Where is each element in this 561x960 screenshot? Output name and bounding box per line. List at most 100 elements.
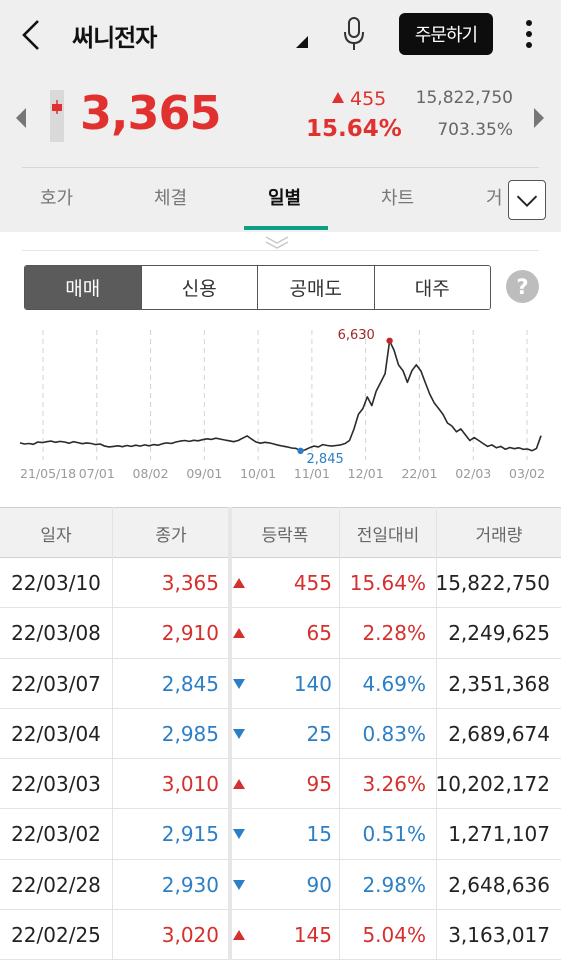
x-tick-label: 21/05/18 xyxy=(20,466,76,481)
collapse-handle-icon[interactable] xyxy=(264,234,290,250)
current-price: 3,365 xyxy=(80,86,222,140)
cell-volume: 2,249,625 xyxy=(448,621,550,646)
tab-trades[interactable]: 체결 xyxy=(154,188,188,209)
help-icon[interactable]: ? xyxy=(506,270,539,303)
cell-change: 145 xyxy=(293,923,332,948)
microphone-icon[interactable] xyxy=(341,16,367,52)
down-triangle-icon xyxy=(232,659,246,709)
cell-date: 22/02/25 xyxy=(11,923,101,948)
x-tick-label: 02/03 xyxy=(455,466,491,481)
up-triangle-icon xyxy=(232,910,246,960)
cell-close: 2,845 xyxy=(161,671,219,696)
column-divider xyxy=(228,507,232,960)
prev-stock-icon[interactable] xyxy=(16,108,26,128)
up-triangle-icon xyxy=(232,558,246,608)
stock-dropdown-icon[interactable] xyxy=(296,36,308,48)
chart-x-axis: 21/05/18 07/01 08/02 09/01 10/01 11/01 12/01 22… xyxy=(20,466,545,481)
cell-date: 22/03/04 xyxy=(11,721,101,746)
cell-change: 455 xyxy=(293,571,332,595)
table-body: 22/03/10 3,365 455 15.64% 15,822,750 22/03/08… xyxy=(0,558,561,960)
cell-date: 22/03/07 xyxy=(11,671,101,696)
cell-date: 22/02/28 xyxy=(11,872,101,897)
x-tick-label: 09/01 xyxy=(186,466,222,481)
tab-orderbook[interactable]: 호가 xyxy=(40,188,74,209)
cell-volume: 2,351,368 xyxy=(448,671,550,696)
cell-change: 15 xyxy=(306,822,332,847)
cell-close: 2,910 xyxy=(161,621,219,646)
header-date[interactable]: 일자 xyxy=(40,525,72,546)
cell-change: 25 xyxy=(306,721,332,746)
cell-close: 2,915 xyxy=(161,822,219,847)
cell-volume: 2,648,636 xyxy=(448,872,550,897)
tab-daily[interactable]: 일별 xyxy=(268,188,302,209)
cell-volume: 1,271,107 xyxy=(448,822,550,847)
table-row[interactable]: 22/03/08 2,910 65 2.28% 2,249,625 xyxy=(0,608,561,659)
order-button[interactable]: 주문하기 xyxy=(399,13,493,55)
header-volume[interactable]: 거래량 xyxy=(475,525,523,546)
max-price-label: 6,630 xyxy=(338,328,375,343)
active-tab-indicator xyxy=(244,226,328,230)
max-price-marker xyxy=(386,337,393,344)
table-row[interactable]: 22/03/07 2,845 140 4.69% 2,351,368 xyxy=(0,659,561,709)
tab-more[interactable]: 거 xyxy=(486,188,503,209)
down-triangle-icon xyxy=(232,860,246,910)
cell-date: 22/03/10 xyxy=(11,571,101,595)
tab-chart[interactable]: 차트 xyxy=(381,188,415,209)
daily-price-table: 일자 종가 등락폭 전일대비 거래량 22/03/10 3,365 455 15.64… xyxy=(0,507,561,960)
min-price-marker xyxy=(297,447,304,455)
x-tick-label: 12/01 xyxy=(348,466,384,481)
tab-bar: 호가 체결 일별 차트 거 xyxy=(0,170,561,230)
up-triangle-icon xyxy=(232,608,246,658)
cell-change-percent: 4.69% xyxy=(362,671,426,696)
volume-ratio: 703.35% xyxy=(437,120,513,140)
cell-change: 95 xyxy=(306,772,332,797)
table-row[interactable]: 22/03/10 3,365 455 15.64% 15,822,750 xyxy=(0,558,561,609)
up-triangle-icon xyxy=(332,92,344,103)
trading-volume: 15,822,750 xyxy=(415,88,513,108)
table-row[interactable]: 22/02/28 2,930 90 2.98% 2,648,636 xyxy=(0,860,561,911)
cell-close: 3,365 xyxy=(161,571,219,595)
cell-volume: 3,163,017 xyxy=(448,923,550,948)
segment-trading[interactable]: 매매 xyxy=(25,266,141,309)
cell-change-percent: 0.51% xyxy=(362,822,426,847)
x-tick-label: 03/02 xyxy=(509,466,545,481)
back-arrow-icon[interactable] xyxy=(16,18,46,52)
cell-close: 2,930 xyxy=(161,872,219,897)
data-type-selector: 매매 신용 공매도 대주 xyxy=(24,265,491,310)
header-change[interactable]: 등락폭 xyxy=(261,525,309,546)
table-row[interactable]: 22/03/04 2,985 25 0.83% 2,689,674 xyxy=(0,709,561,760)
price-line-chart: 6,630 2,845 21/05/18 07/01 08/02 09/01 10/01… xyxy=(19,328,545,481)
segment-stock-lending[interactable]: 대주 xyxy=(373,266,490,309)
change-amount-value: 455 xyxy=(350,88,387,110)
daily-panel xyxy=(0,232,561,960)
x-tick-label: 11/01 xyxy=(294,466,330,481)
tab-expand-icon[interactable] xyxy=(508,180,546,220)
cell-date: 22/03/08 xyxy=(11,621,101,646)
header-change-percent[interactable]: 전일대비 xyxy=(356,525,420,546)
panel-divider xyxy=(22,250,539,251)
cell-volume: 15,822,750 xyxy=(435,571,550,595)
change-amount: 455 xyxy=(332,88,386,110)
x-tick-label: 07/01 xyxy=(79,466,115,481)
column-divider xyxy=(339,507,340,960)
cell-change-percent: 5.04% xyxy=(362,923,426,948)
cell-change-percent: 0.83% xyxy=(362,721,426,746)
down-triangle-icon xyxy=(232,809,246,859)
table-row[interactable]: 22/03/03 3,010 95 3.26% 10,202,172 xyxy=(0,759,561,810)
header-divider xyxy=(22,167,539,168)
table-row[interactable]: 22/03/02 2,915 15 0.51% 1,271,107 xyxy=(0,809,561,860)
cell-change-percent: 15.64% xyxy=(349,571,426,595)
cell-change: 140 xyxy=(293,671,332,696)
table-header: 일자 종가 등락폭 전일대비 거래량 xyxy=(0,507,561,558)
cell-change-percent: 2.28% xyxy=(362,621,426,646)
table-row[interactable]: 22/02/25 3,020 145 5.04% 3,163,017 xyxy=(0,910,561,960)
cell-close: 3,010 xyxy=(161,772,219,797)
price-series-line xyxy=(19,339,542,452)
next-stock-icon[interactable] xyxy=(534,108,544,128)
segment-credit[interactable]: 신용 xyxy=(140,266,257,309)
stock-name[interactable]: 써니전자 xyxy=(72,24,157,52)
cell-change: 90 xyxy=(306,872,332,897)
header-close[interactable]: 종가 xyxy=(155,525,187,546)
more-options-icon[interactable] xyxy=(519,18,539,50)
segment-short-selling[interactable]: 공매도 xyxy=(257,266,374,309)
